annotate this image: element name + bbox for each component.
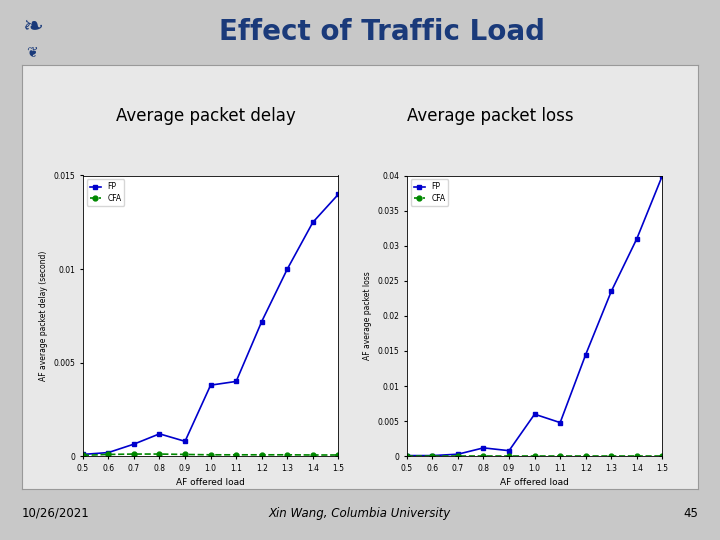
FP [454, 451, 462, 457]
FP [530, 411, 539, 417]
Text: Effect of Traffic Load: Effect of Traffic Load [219, 18, 544, 46]
CFA [480, 453, 488, 460]
FP [156, 430, 164, 437]
X-axis label: AF offered load: AF offered load [176, 478, 245, 488]
Text: Average packet delay: Average packet delay [117, 107, 296, 125]
CFA [582, 453, 590, 460]
Text: Xin Wang, Columbia University: Xin Wang, Columbia University [269, 507, 451, 520]
Y-axis label: AF average packet delay (second): AF average packet delay (second) [39, 251, 48, 381]
Text: ❧: ❧ [22, 16, 43, 39]
Line: FP: FP [81, 192, 341, 457]
CFA [505, 453, 513, 460]
Legend: FP, CFA: FP, CFA [86, 179, 125, 206]
Text: ❦: ❦ [27, 45, 38, 59]
Legend: FP, CFA: FP, CFA [410, 179, 449, 206]
FP [232, 378, 240, 384]
FP [402, 453, 411, 459]
CFA [104, 451, 112, 458]
FP [505, 448, 513, 454]
FP [130, 441, 138, 447]
CFA [283, 451, 292, 458]
CFA [402, 453, 411, 460]
FP [428, 453, 436, 459]
CFA [232, 451, 240, 458]
Text: 45: 45 [683, 507, 698, 520]
CFA [206, 451, 215, 458]
FP [582, 351, 590, 357]
X-axis label: AF offered load: AF offered load [500, 478, 569, 488]
FP [206, 382, 215, 388]
Text: 10/26/2021: 10/26/2021 [22, 507, 89, 520]
FP [78, 451, 87, 458]
CFA [530, 453, 539, 460]
FP [632, 235, 641, 242]
CFA [607, 453, 616, 460]
FP [283, 266, 292, 272]
FP [480, 444, 488, 451]
Line: CFA: CFA [81, 451, 341, 458]
Line: FP: FP [405, 173, 665, 458]
CFA [632, 453, 641, 460]
CFA [334, 452, 343, 458]
CFA [428, 453, 436, 460]
CFA [556, 453, 564, 460]
CFA [156, 451, 164, 457]
Text: Average packet loss: Average packet loss [408, 107, 574, 125]
CFA [658, 453, 667, 460]
FP [258, 318, 266, 325]
CFA [258, 451, 266, 458]
FP [607, 288, 616, 295]
Line: CFA: CFA [405, 454, 665, 458]
FP [308, 219, 317, 226]
CFA [130, 451, 138, 457]
FP [556, 420, 564, 426]
FP [658, 172, 667, 179]
CFA [181, 451, 189, 458]
FP [104, 449, 112, 456]
CFA [454, 453, 462, 460]
CFA [308, 452, 317, 458]
Y-axis label: AF average packet loss: AF average packet loss [363, 272, 372, 360]
CFA [78, 452, 87, 458]
FP [334, 191, 343, 198]
FP [181, 438, 189, 444]
